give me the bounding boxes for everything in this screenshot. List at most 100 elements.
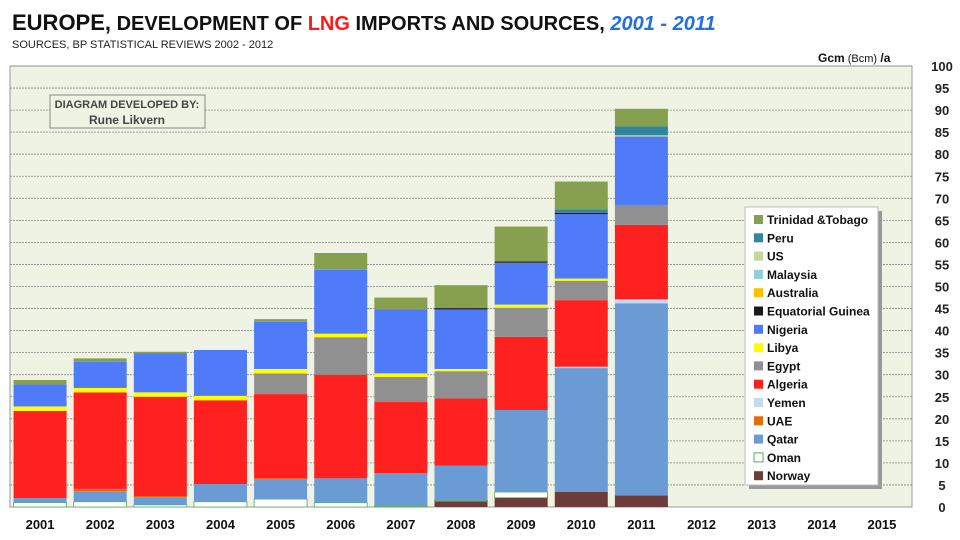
bar-segment-libya bbox=[374, 373, 428, 377]
bar-segment-uae bbox=[133, 495, 187, 498]
y-axis-label: Gcm (Bcm) /a bbox=[818, 51, 891, 65]
bar-segment-trinidad-tobago bbox=[374, 297, 428, 310]
y-tick-label: 85 bbox=[935, 125, 949, 140]
legend-swatch bbox=[754, 324, 763, 334]
bar-segment-yemen bbox=[614, 299, 668, 304]
bar-segment-oman bbox=[373, 505, 428, 508]
bar-segment-trinidad-tobago bbox=[13, 379, 67, 385]
legend-label: Libya bbox=[767, 341, 799, 355]
bar-segment-peru bbox=[614, 126, 668, 136]
bar-segment-egypt bbox=[374, 376, 428, 403]
bar-segment-libya bbox=[193, 395, 247, 401]
bar-segment-qatar bbox=[494, 409, 548, 493]
y-tick-label: 65 bbox=[935, 213, 949, 228]
bar-segment-oman bbox=[313, 502, 368, 508]
bar-segment-oman bbox=[193, 501, 248, 508]
bar-segment-qatar bbox=[314, 478, 368, 503]
bar-segment-nigeria bbox=[314, 269, 368, 334]
legend-label: Qatar bbox=[767, 433, 799, 447]
bar-segment-nigeria bbox=[133, 353, 187, 393]
bar-segment-equatorial-guinea bbox=[434, 308, 488, 310]
x-tick-label: 2003 bbox=[146, 517, 175, 532]
legend-swatch bbox=[754, 251, 763, 261]
title-europe: EUROPE, bbox=[12, 10, 112, 35]
bar-segment-peru bbox=[554, 209, 608, 213]
legend-swatch bbox=[754, 215, 763, 224]
legend-swatch bbox=[753, 452, 764, 463]
legend-label: Yemen bbox=[767, 396, 806, 410]
bar-segment-trinidad-tobago bbox=[254, 319, 308, 322]
bar-segment-libya bbox=[494, 304, 548, 308]
bar-segment-libya bbox=[13, 406, 67, 411]
legend-label: Peru bbox=[767, 231, 794, 245]
bar-segment-norway bbox=[554, 492, 608, 507]
bar-segment-algeria bbox=[494, 336, 548, 410]
bar-segment-nigeria bbox=[374, 309, 428, 374]
bar-segment-algeria bbox=[314, 374, 368, 479]
bar-segment-egypt bbox=[254, 373, 308, 395]
y-tick-label: 30 bbox=[935, 368, 949, 383]
bar-segment-libya bbox=[73, 387, 127, 393]
legend-swatch bbox=[754, 398, 763, 407]
y-tick-label: 70 bbox=[935, 191, 949, 206]
x-tick-label: 2010 bbox=[567, 517, 596, 532]
bar-segment-trinidad-tobago bbox=[314, 252, 368, 270]
y-tick-label: 15 bbox=[935, 434, 949, 449]
bar-segment-egypt bbox=[434, 371, 488, 399]
legend-swatch bbox=[754, 434, 763, 444]
title-dev: DEVELOPMENT OF bbox=[111, 13, 308, 35]
credit-box bbox=[49, 94, 206, 129]
legend-swatch bbox=[754, 471, 763, 481]
credit-line-1: DIAGRAM DEVELOPED BY: bbox=[55, 99, 200, 111]
x-tick-label: 2006 bbox=[326, 517, 355, 532]
bar-segment-norway bbox=[614, 495, 668, 507]
bar-segment-libya bbox=[434, 368, 488, 372]
y-tick-label: 45 bbox=[935, 302, 949, 317]
legend-swatch bbox=[754, 379, 763, 389]
x-tick-label: 2013 bbox=[747, 517, 776, 532]
bar-segment-nigeria bbox=[494, 262, 548, 305]
bar-segment-qatar bbox=[434, 465, 488, 501]
bar-segment-egypt bbox=[554, 280, 608, 301]
legend-swatch bbox=[754, 288, 763, 298]
bar-segment-us bbox=[614, 135, 668, 137]
legend-label: Egypt bbox=[767, 359, 800, 373]
legend-label: Equatorial Guinea bbox=[767, 305, 870, 319]
bar-segment-algeria bbox=[193, 400, 247, 485]
y-tick-label: 40 bbox=[935, 324, 949, 339]
bar-segment-oman bbox=[133, 504, 188, 508]
x-tick-label: 2002 bbox=[86, 517, 115, 532]
bar-segment-qatar bbox=[374, 473, 428, 507]
y-tick-label: 50 bbox=[935, 280, 949, 295]
bar-segment-qatar bbox=[133, 497, 187, 505]
y-tick-label: 75 bbox=[935, 169, 949, 184]
bar-segment-algeria bbox=[614, 224, 668, 300]
legend-label: Malaysia bbox=[767, 268, 817, 282]
bar-segment-algeria bbox=[554, 300, 608, 367]
bar-segment-libya bbox=[133, 392, 187, 397]
x-tick-label: 2004 bbox=[206, 517, 236, 532]
legend bbox=[744, 206, 879, 486]
title-lng: LNG bbox=[307, 13, 350, 35]
legend-label: Oman bbox=[767, 451, 801, 465]
legend-label: US bbox=[767, 250, 784, 264]
x-tick-label: 2009 bbox=[507, 517, 536, 532]
bar-segment-qatar bbox=[254, 479, 308, 500]
bar-segment-egypt bbox=[314, 337, 368, 375]
bar-segment-equatorial-guinea bbox=[554, 212, 608, 215]
bar-segment-yemen bbox=[554, 366, 608, 369]
legend-label: UAE bbox=[767, 414, 792, 428]
bar-segment-equatorial-guinea bbox=[494, 261, 548, 263]
bar-segment-uae bbox=[254, 478, 308, 480]
x-tick-label: 2011 bbox=[627, 517, 655, 532]
x-tick-label: 2005 bbox=[266, 517, 295, 532]
bar-segment-trinidad-tobago bbox=[73, 358, 127, 362]
bar-segment-oman bbox=[253, 498, 308, 508]
bar-segment-nigeria bbox=[254, 321, 308, 369]
bar-segment-nigeria bbox=[614, 136, 668, 205]
y-tick-label: 100 bbox=[931, 59, 953, 74]
bar-segment-algeria bbox=[133, 396, 187, 496]
bar-segment-oman bbox=[434, 499, 488, 502]
legend-swatch bbox=[754, 416, 763, 426]
